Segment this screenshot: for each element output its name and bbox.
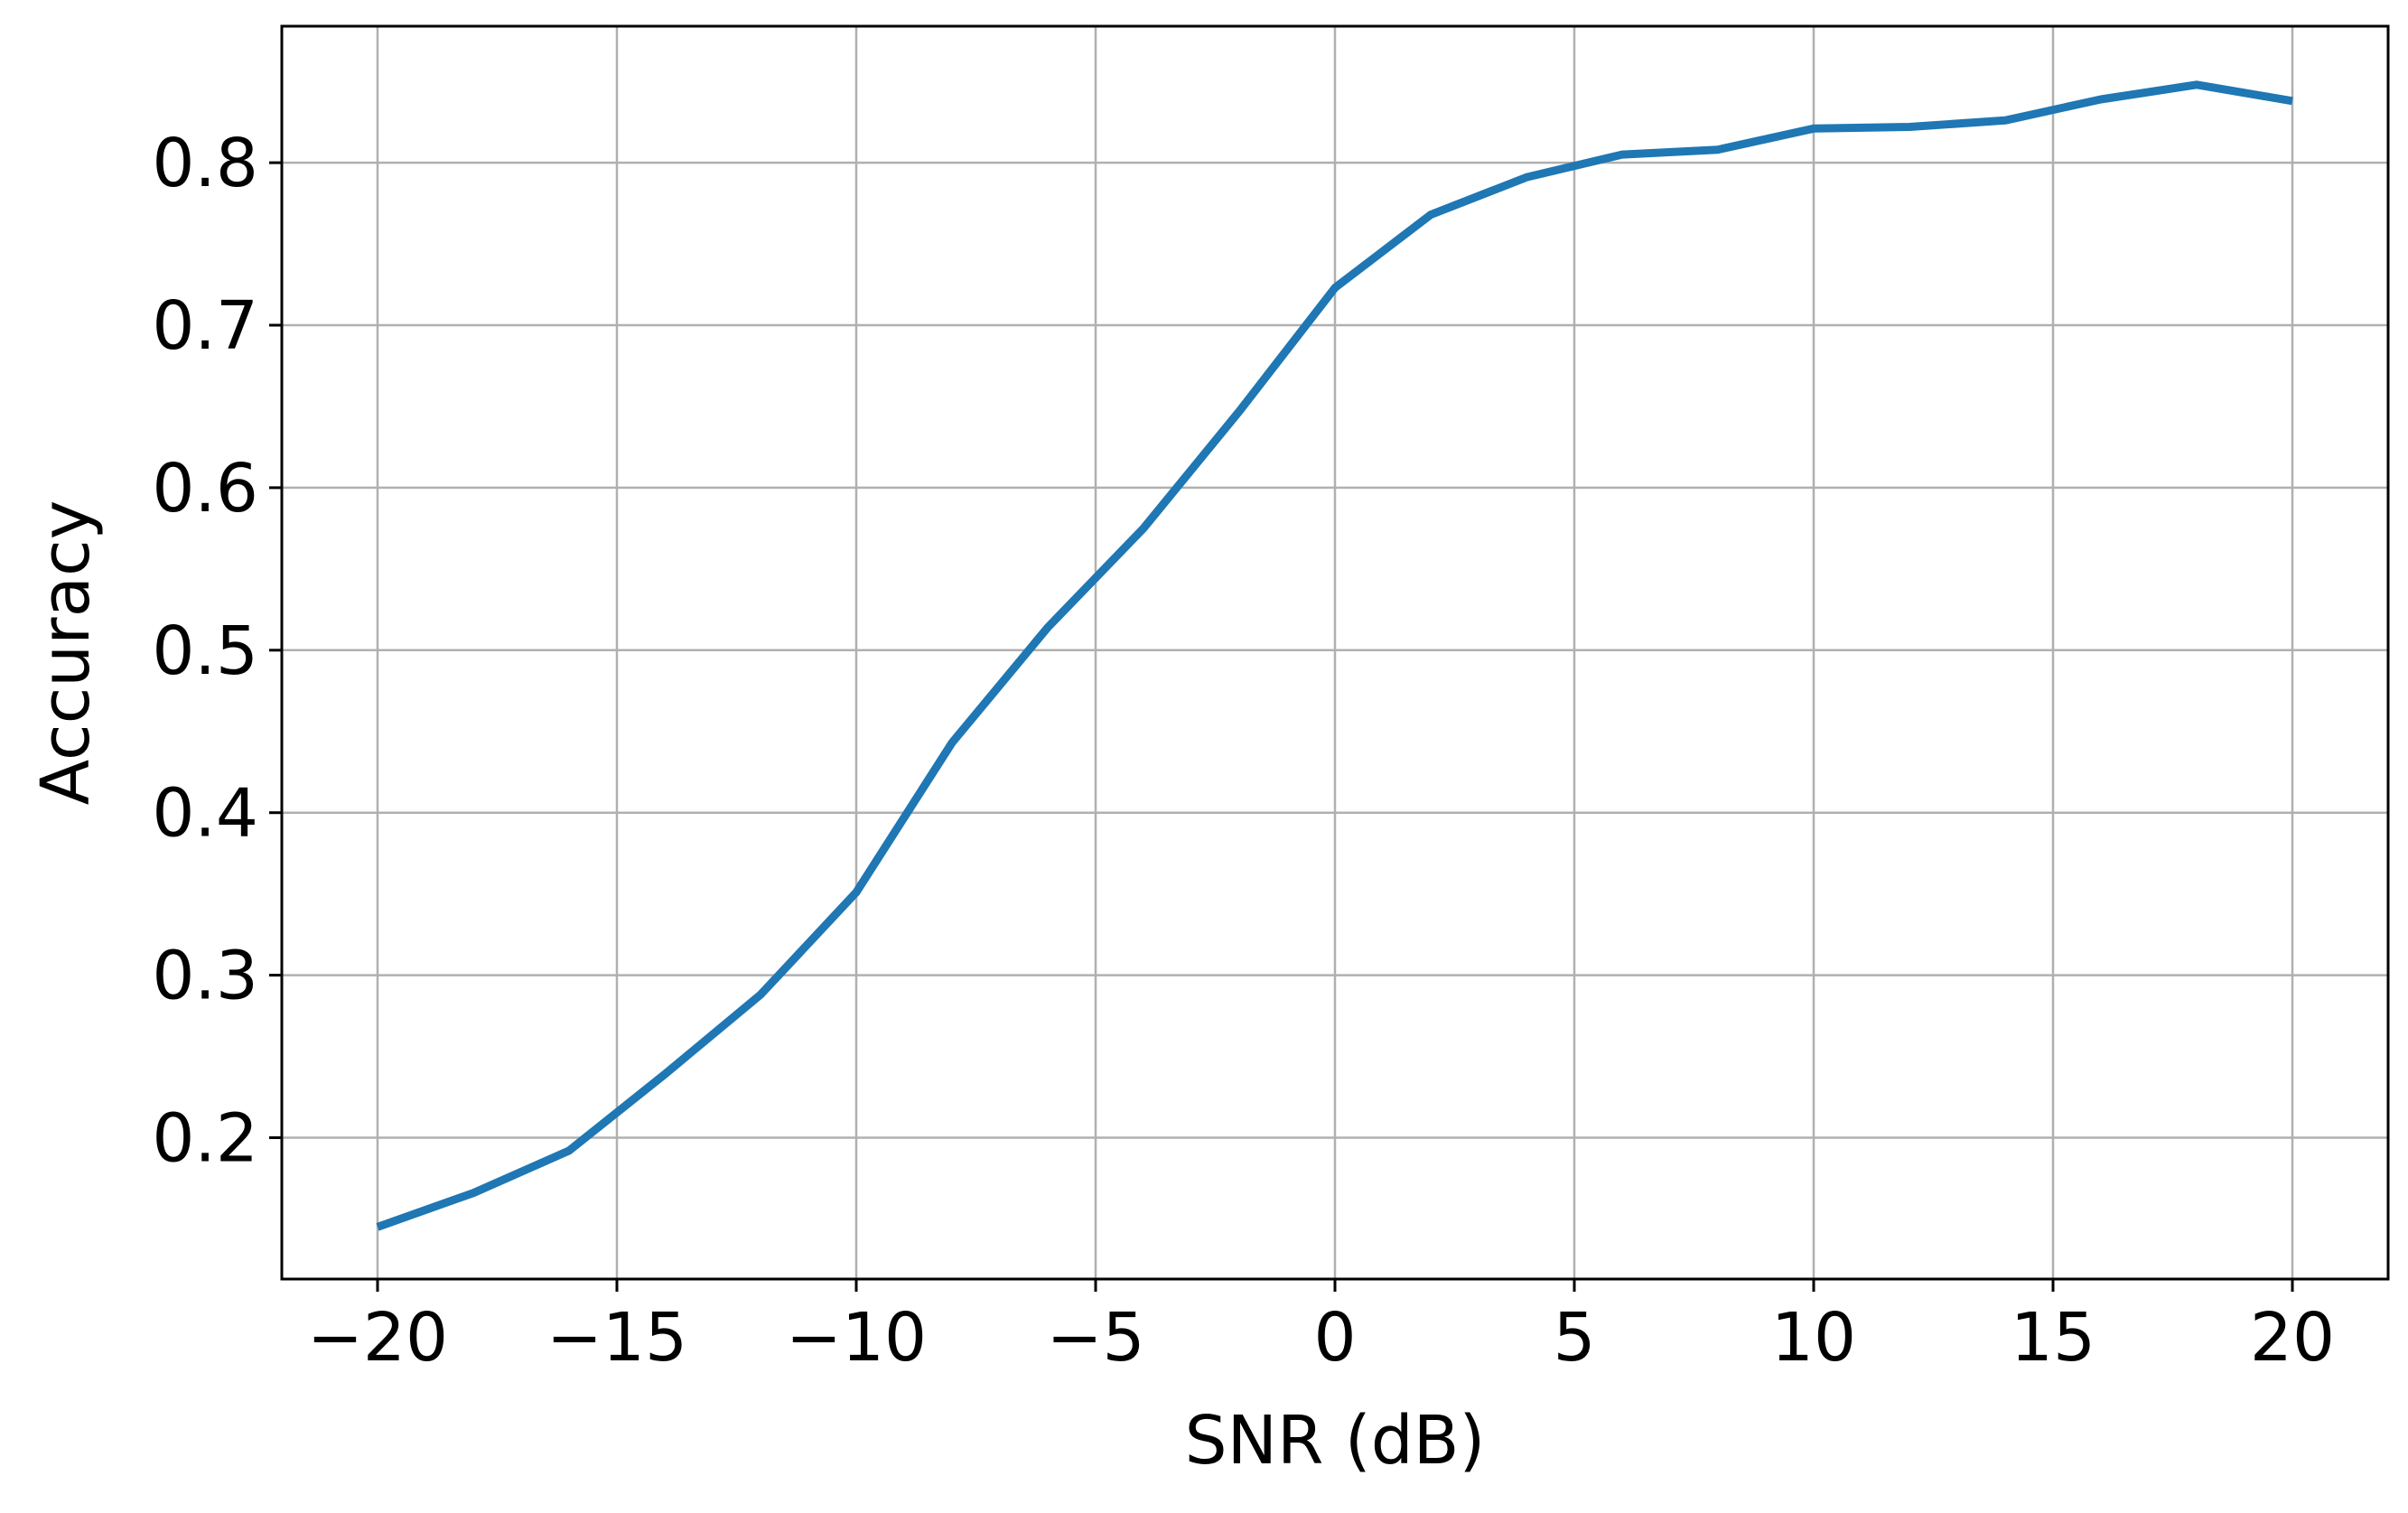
y-tick-label: 0.8 <box>152 125 258 202</box>
series-line <box>376 80 2293 1231</box>
x-axis-label: SNR (dB) <box>1185 1402 1486 1480</box>
data-point <box>1909 126 1910 127</box>
data-point <box>1048 627 1049 628</box>
x-tick-label: −15 <box>546 1299 687 1377</box>
data-point <box>1622 154 1623 155</box>
x-tick-label: −5 <box>1046 1299 1144 1377</box>
x-tick-label: −10 <box>786 1299 927 1377</box>
data-point <box>2197 84 2198 85</box>
x-tick-label: 5 <box>1553 1299 1595 1377</box>
x-tick-label: 10 <box>1771 1299 1856 1377</box>
y-tick-label: 0.4 <box>152 775 258 853</box>
y-axis-label: Accuracy <box>27 500 105 806</box>
grid <box>282 26 2388 1279</box>
axis-ticks: −20 −15 −10 −5 0 5 10 15 20 0.2 0.3 0.4 0.5 0.6 0.7 0.8 <box>152 125 2335 1377</box>
data-point <box>1814 128 1815 129</box>
data-point <box>2005 120 2006 121</box>
data-point <box>1718 149 1719 150</box>
x-tick-label: −20 <box>307 1299 448 1377</box>
y-tick-label: 0.7 <box>152 287 258 365</box>
x-tick-label: 20 <box>2250 1299 2335 1377</box>
data-point <box>2101 98 2102 99</box>
data-point <box>1431 214 1432 215</box>
data-point <box>1335 287 1336 288</box>
data-point <box>952 742 953 743</box>
data-point <box>1526 177 1527 178</box>
x-tick-label: 0 <box>1313 1299 1356 1377</box>
data-point <box>1239 411 1240 412</box>
y-tick-label: 0.3 <box>152 938 258 1015</box>
y-tick-label: 0.6 <box>152 450 258 528</box>
data-point <box>665 1074 666 1075</box>
data-point <box>569 1150 570 1151</box>
x-tick-label: 15 <box>2011 1299 2095 1377</box>
data-point <box>2292 100 2293 101</box>
data-point <box>473 1192 474 1193</box>
series-layer <box>376 80 2293 1231</box>
y-tick-label: 0.5 <box>152 612 258 690</box>
y-tick-label: 0.2 <box>152 1099 258 1177</box>
